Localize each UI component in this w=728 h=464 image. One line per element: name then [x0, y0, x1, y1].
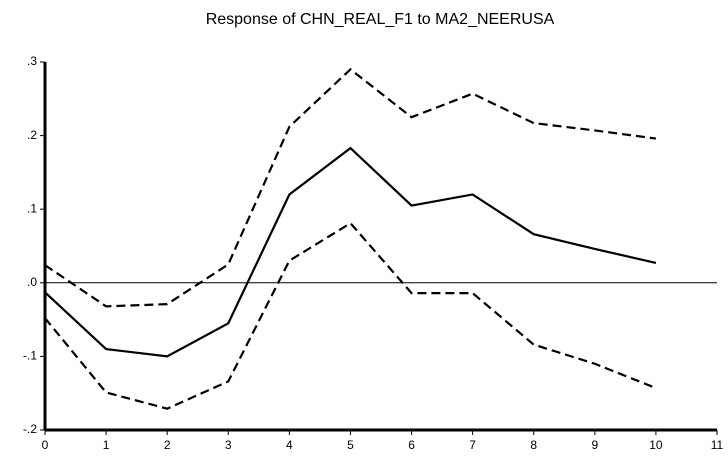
x-tick-label: 3	[225, 438, 232, 452]
x-tick-label: 9	[591, 438, 598, 452]
y-tick-label: .3	[27, 54, 37, 68]
x-tick-label: 11	[711, 438, 724, 452]
x-tick-label: 0	[42, 438, 49, 452]
x-tick-label: 10	[649, 438, 663, 452]
y-tick-label: .1	[27, 201, 37, 215]
y-tick-label: .2	[27, 128, 37, 142]
y-tick-label: -.2	[23, 422, 37, 436]
chart-title: Response of CHN_REAL_F1 to MA2_NEERUSA	[206, 11, 555, 28]
x-tick-label: 4	[286, 438, 293, 452]
x-tick-label: 2	[164, 438, 171, 452]
x-tick-label: 1	[103, 438, 110, 452]
series-line	[44, 146, 657, 358]
x-tick-label: 5	[347, 438, 354, 452]
series-line	[44, 67, 657, 308]
series-line	[44, 221, 657, 410]
x-tick-label: 6	[408, 438, 415, 452]
x-tick-label: 8	[530, 438, 537, 452]
y-tick-label: .0	[27, 275, 37, 289]
y-tick-label: -.1	[23, 349, 37, 363]
x-tick-label: 7	[469, 438, 476, 452]
